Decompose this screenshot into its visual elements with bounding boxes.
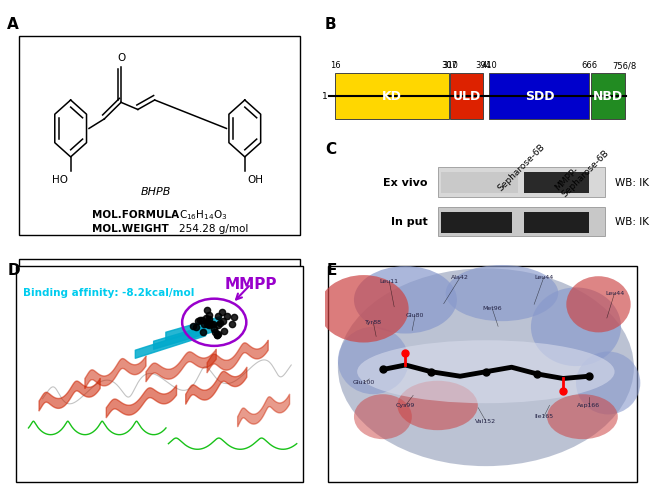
FancyBboxPatch shape: [591, 73, 625, 120]
Text: Cys99: Cys99: [396, 403, 415, 408]
Text: 270.33 g/mol: 270.33 g/mol: [179, 428, 248, 438]
Bar: [525, 172, 589, 193]
Text: 410: 410: [482, 61, 497, 70]
Text: Leu44: Leu44: [605, 290, 624, 295]
Text: MOL.WEIGHT: MOL.WEIGHT: [92, 224, 169, 234]
Ellipse shape: [397, 381, 478, 430]
Text: 310: 310: [443, 61, 458, 70]
Text: MMPP: MMPP: [225, 277, 277, 292]
Text: BHPB: BHPB: [141, 187, 172, 198]
Text: 307: 307: [441, 61, 457, 70]
Text: OH: OH: [247, 175, 263, 185]
Text: NBD: NBD: [593, 90, 623, 103]
Text: SDD: SDD: [525, 90, 554, 103]
Bar: [437, 207, 605, 236]
Text: MOL.FORMULA: MOL.FORMULA: [92, 210, 179, 220]
Bar: [437, 167, 605, 197]
Text: MMPP: MMPP: [140, 394, 172, 404]
Text: E: E: [326, 263, 337, 278]
Ellipse shape: [354, 266, 457, 333]
Text: 394: 394: [475, 61, 491, 70]
FancyBboxPatch shape: [450, 73, 483, 120]
Ellipse shape: [566, 276, 630, 332]
Text: WB: IKKβ: WB: IKKβ: [615, 217, 650, 227]
Text: KD: KD: [382, 90, 402, 103]
Text: WB: IKKβ: WB: IKKβ: [615, 177, 650, 188]
Text: Ala42: Ala42: [451, 275, 469, 280]
Bar: [441, 211, 512, 233]
Text: D: D: [8, 263, 21, 278]
Ellipse shape: [354, 394, 412, 439]
Text: O: O: [271, 346, 279, 356]
Text: Glu80: Glu80: [406, 313, 424, 318]
Text: O: O: [117, 53, 125, 63]
Text: C: C: [325, 142, 336, 157]
Text: Tyr88: Tyr88: [365, 320, 382, 325]
Text: Met96: Met96: [482, 306, 502, 311]
Text: B: B: [325, 17, 337, 32]
Text: Glu100: Glu100: [352, 380, 375, 385]
Bar: [19, 36, 300, 235]
Text: Ex vivo: Ex vivo: [384, 177, 428, 188]
Bar: [441, 172, 518, 193]
Text: Asp166: Asp166: [577, 403, 601, 408]
Ellipse shape: [446, 265, 558, 321]
Text: ULD: ULD: [452, 90, 481, 103]
Bar: [19, 259, 300, 458]
Text: C$_{17}$H$_{18}$O$_3$: C$_{17}$H$_{18}$O$_3$: [179, 411, 227, 425]
Text: 1: 1: [322, 92, 328, 101]
FancyBboxPatch shape: [335, 73, 449, 120]
Text: 756/8: 756/8: [612, 61, 637, 70]
Text: 666: 666: [581, 61, 597, 70]
Text: Leu44: Leu44: [534, 275, 553, 280]
Text: C$_{16}$H$_{14}$O$_3$: C$_{16}$H$_{14}$O$_3$: [179, 208, 227, 222]
Text: MOL.FORMULA: MOL.FORMULA: [92, 412, 179, 423]
Text: 16: 16: [330, 61, 341, 70]
Text: O: O: [36, 314, 44, 324]
Text: In put: In put: [391, 217, 428, 227]
Text: Sepharose-6B: Sepharose-6B: [495, 142, 546, 193]
Ellipse shape: [547, 394, 618, 439]
Ellipse shape: [338, 327, 409, 394]
Text: Ile165: Ile165: [534, 414, 553, 419]
Text: MMPP-
Sepharose-6B: MMPP- Sepharose-6B: [553, 142, 610, 199]
Ellipse shape: [576, 352, 640, 414]
Text: MOL.WEIGHT: MOL.WEIGHT: [92, 428, 169, 438]
Ellipse shape: [531, 288, 621, 366]
Text: Leu11: Leu11: [380, 279, 399, 285]
FancyBboxPatch shape: [489, 73, 590, 120]
Ellipse shape: [338, 268, 634, 466]
Text: HO: HO: [27, 371, 44, 381]
Ellipse shape: [357, 340, 615, 403]
Text: Binding affinity: -8.2kcal/mol: Binding affinity: -8.2kcal/mol: [23, 288, 195, 298]
Bar: [525, 211, 589, 233]
Text: HO: HO: [52, 175, 68, 185]
Ellipse shape: [318, 275, 409, 342]
Text: Val152: Val152: [475, 419, 497, 424]
Text: 254.28 g/mol: 254.28 g/mol: [179, 224, 248, 234]
Text: A: A: [6, 17, 19, 32]
